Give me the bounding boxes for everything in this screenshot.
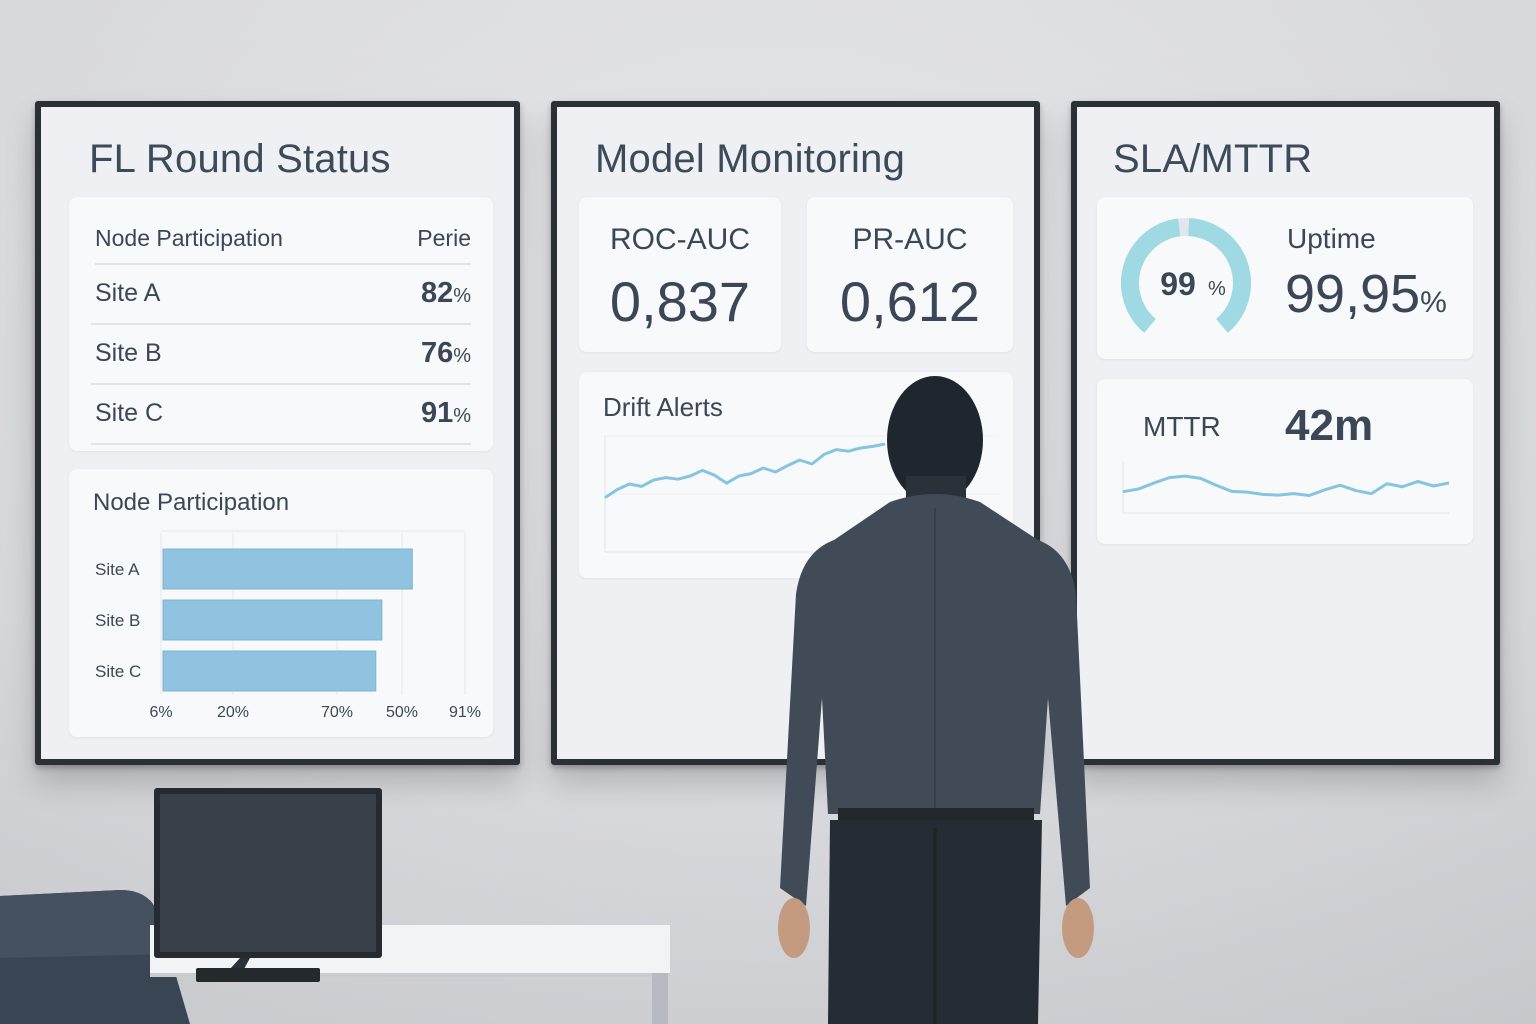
- roc-auc-card: ROC-AUC 0,837: [579, 197, 781, 352]
- site-name: Site A: [95, 279, 161, 307]
- site-name: Site B: [95, 339, 162, 367]
- panel-title: FL Round Status: [89, 137, 391, 181]
- chart-title: Node Participation: [93, 489, 290, 516]
- x-tick-label: 91%: [449, 704, 481, 721]
- participation-value: 76%: [420, 337, 471, 369]
- x-tick-label: 6%: [149, 704, 172, 721]
- x-tick-label: 70%: [321, 704, 353, 721]
- screen-fl-round-status: FL Round Status Node Participation Perie…: [41, 107, 514, 759]
- category-label: Site B: [95, 611, 140, 630]
- column-header-percentage: Perie: [417, 225, 471, 251]
- column-header-node-participation: Node Participation: [95, 225, 283, 251]
- metric-value: 0,612: [839, 270, 981, 333]
- panel-title: Model Monitoring: [595, 137, 906, 181]
- person-viewing-dashboards: [778, 376, 1094, 1024]
- mttr-value: 42m: [1285, 401, 1374, 450]
- monitor-fl-round-status: FL Round Status Node Participation Perie…: [35, 101, 520, 765]
- table-header: Node Participation Perie: [95, 223, 471, 265]
- category-label: Site A: [95, 560, 140, 579]
- gauge-value: 99: [1160, 266, 1196, 302]
- chart-title: Drift Alerts: [603, 392, 723, 422]
- bar: [162, 599, 383, 641]
- participation-chart-card: Node Participation Site A Site B Site C 6% 2…: [69, 469, 493, 737]
- mttr-card: MTTR 42m: [1097, 379, 1473, 544]
- uptime-card: 99% Uptime 99,95%: [1097, 197, 1473, 359]
- uptime-label: Uptime: [1287, 223, 1376, 254]
- table-row: Site A 82%: [91, 265, 471, 325]
- mttr-series-line: [1122, 474, 1450, 497]
- metric-label: ROC-AUC: [610, 223, 750, 256]
- monitor-sla-mttr: SLA/MTTR 99% Uptime 99,95% MTTR 42m: [1071, 101, 1500, 765]
- office-chair: [0, 890, 190, 1024]
- mttr-sparkline: [1122, 461, 1450, 514]
- panel-title: SLA/MTTR: [1113, 137, 1313, 181]
- desk-monitor: [154, 788, 382, 982]
- x-tick-label: 50%: [386, 704, 418, 721]
- gauge-unit: %: [1208, 278, 1226, 300]
- drift-series-line: [604, 442, 886, 499]
- metric-label: PR-AUC: [852, 223, 968, 256]
- pr-auc-card: PR-AUC 0,612: [807, 197, 1013, 352]
- screen-sla-mttr: SLA/MTTR 99% Uptime 99,95% MTTR 42m: [1077, 107, 1494, 759]
- x-tick-label: 20%: [217, 704, 249, 721]
- category-label: Site C: [95, 662, 141, 681]
- participation-table-card: Node Participation Perie Site A 82% Site…: [69, 197, 493, 451]
- participation-value: 91%: [420, 397, 471, 429]
- participation-bar-chart: Site A Site B Site C 6% 20% 70% 50% 91%: [95, 530, 481, 721]
- site-name: Site C: [95, 399, 164, 427]
- metric-value: 0,837: [609, 270, 751, 333]
- uptime-gauge: 99%: [1121, 218, 1251, 333]
- table-row: Site B 76%: [91, 325, 471, 385]
- bar: [162, 548, 413, 590]
- participation-value: 82%: [420, 277, 471, 309]
- uptime-value: 99,95%: [1285, 264, 1447, 324]
- bar: [162, 650, 377, 692]
- mttr-label: MTTR: [1143, 411, 1221, 442]
- table-row: Site C 91%: [91, 385, 471, 445]
- gauge-fill: [1187, 218, 1251, 333]
- gauge-fill: [1121, 218, 1181, 333]
